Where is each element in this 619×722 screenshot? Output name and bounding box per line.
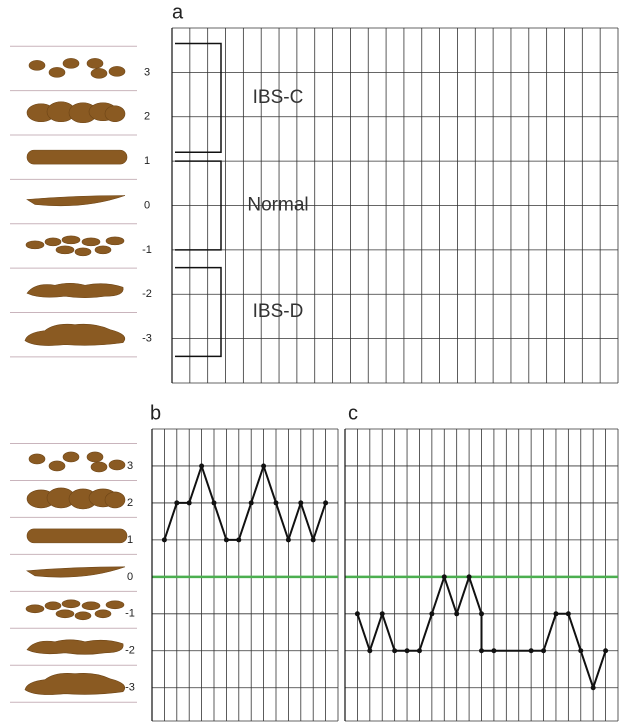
data-point bbox=[429, 611, 434, 616]
data-point bbox=[491, 648, 496, 653]
data-point bbox=[405, 648, 410, 653]
data-point bbox=[553, 611, 558, 616]
data-point bbox=[541, 648, 546, 653]
stool-image bbox=[29, 452, 125, 472]
stool-image bbox=[27, 529, 127, 543]
y-tick-label: 1 bbox=[127, 534, 133, 546]
bracket bbox=[175, 268, 221, 357]
y-tick-label: 2 bbox=[127, 497, 133, 509]
page: a3210-1-2-3IBS-CNormalIBS-Db3210-1-2-3c … bbox=[0, 0, 619, 722]
data-point bbox=[566, 611, 571, 616]
data-point bbox=[479, 648, 484, 653]
panel-title: b bbox=[150, 402, 161, 424]
data-point bbox=[355, 611, 360, 616]
bracket-label: IBS-D bbox=[253, 301, 304, 322]
data-point bbox=[298, 500, 303, 505]
bracket bbox=[175, 44, 221, 153]
y-tick-label: 3 bbox=[144, 66, 150, 78]
data-point bbox=[603, 648, 608, 653]
stool-image bbox=[27, 640, 123, 655]
panel-title: a bbox=[172, 1, 184, 23]
stool-image bbox=[27, 102, 125, 123]
data-point bbox=[392, 648, 397, 653]
data-point bbox=[454, 611, 459, 616]
y-tick-label: -1 bbox=[125, 608, 135, 620]
bracket-label: Normal bbox=[247, 195, 308, 216]
data-point bbox=[174, 500, 179, 505]
y-tick-label: 1 bbox=[144, 155, 150, 167]
stool-image bbox=[26, 600, 124, 620]
y-tick-label: -1 bbox=[142, 244, 152, 256]
data-point bbox=[249, 500, 254, 505]
stool-image bbox=[26, 236, 124, 256]
data-point bbox=[187, 500, 192, 505]
stool-image bbox=[25, 324, 125, 345]
stool-image bbox=[27, 283, 123, 298]
data-point bbox=[212, 500, 217, 505]
data-point bbox=[311, 537, 316, 542]
data-point bbox=[261, 463, 266, 468]
stool-image bbox=[27, 488, 125, 509]
data-point bbox=[591, 685, 596, 690]
data-point bbox=[367, 648, 372, 653]
data-point bbox=[479, 611, 484, 616]
data-point bbox=[417, 648, 422, 653]
data-point bbox=[274, 500, 279, 505]
y-tick-label: -2 bbox=[142, 288, 152, 300]
y-tick-label: -2 bbox=[125, 645, 135, 657]
y-tick-label: -3 bbox=[125, 682, 135, 694]
data-point bbox=[199, 463, 204, 468]
stool-image bbox=[27, 196, 125, 206]
data-point bbox=[467, 574, 472, 579]
stool-image bbox=[29, 58, 125, 78]
y-tick-label: 2 bbox=[144, 111, 150, 123]
data-point bbox=[162, 537, 167, 542]
y-tick-label: 0 bbox=[127, 571, 133, 583]
y-tick-label: -3 bbox=[142, 333, 152, 345]
data-point bbox=[578, 648, 583, 653]
stool-image bbox=[25, 673, 125, 694]
data-point bbox=[442, 574, 447, 579]
data-point bbox=[529, 648, 534, 653]
data-point bbox=[323, 500, 328, 505]
y-tick-label: 0 bbox=[144, 199, 150, 211]
data-point bbox=[224, 537, 229, 542]
data-point bbox=[236, 537, 241, 542]
data-point bbox=[286, 537, 291, 542]
data-point bbox=[380, 611, 385, 616]
panel-title: c bbox=[348, 402, 358, 424]
figure: a 3 2 1 0 -1 -2 -3 IBS-C Normal IBS-D b 3 2 1 0 -1 -2 -3 c bbox=[0, 0, 619, 722]
bracket-label: IBS-C bbox=[253, 87, 304, 108]
stool-image bbox=[27, 567, 125, 577]
y-tick-label: 3 bbox=[127, 460, 133, 472]
stool-image bbox=[27, 150, 127, 164]
